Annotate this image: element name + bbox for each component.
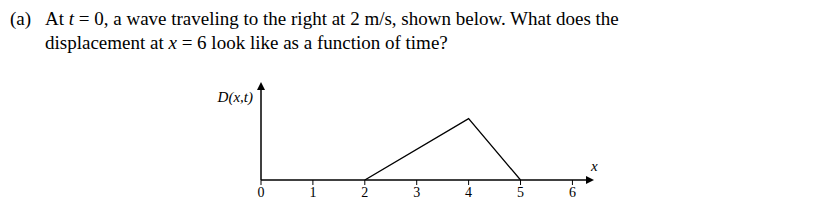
svg-text:5: 5 <box>517 185 524 200</box>
html-text:(a): (a) <box>10 8 32 29</box>
html-text:displacement at x = 6 look lik: displacement at x = 6 look like as a fun… <box>45 32 448 53</box>
svg-text:2: 2 <box>361 185 368 200</box>
svg-text:3: 3 <box>413 185 420 200</box>
html-text:x: x <box>591 158 598 174</box>
svg-text:4: 4 <box>465 185 472 200</box>
html-text:D(x,t): D(x,t) <box>217 89 253 105</box>
svg-text:1: 1 <box>309 185 316 200</box>
html-text:At t = 0, a wave traveling to: At t = 0, a wave traveling to the right … <box>45 8 619 29</box>
svg-text:0: 0 <box>258 185 265 200</box>
svg-text:6: 6 <box>569 185 576 200</box>
